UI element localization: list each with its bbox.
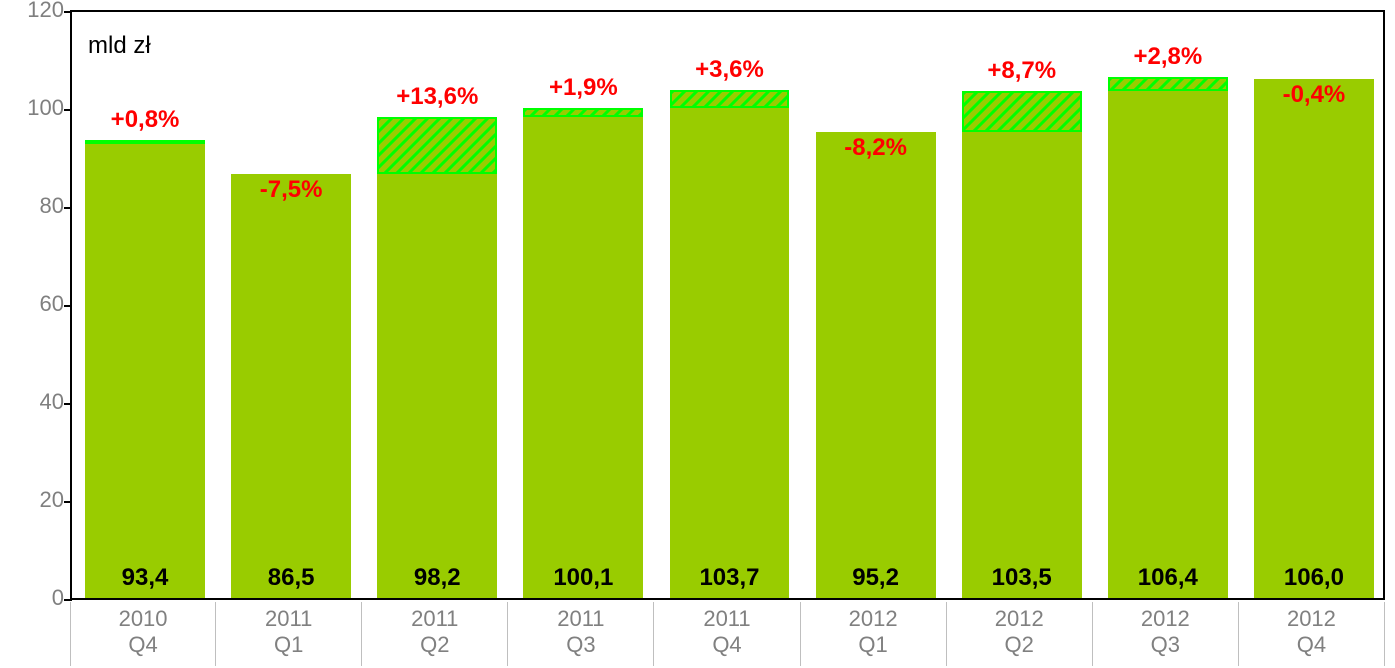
bar-value-label: 103,7 — [699, 564, 759, 592]
y-tick-mark — [64, 11, 72, 13]
y-tick-label: 120 — [27, 0, 64, 23]
y-tick-mark — [64, 403, 72, 405]
bar-base — [377, 174, 497, 598]
x-category-year: 2012 — [947, 606, 1092, 632]
bar-value-label: 93,4 — [122, 564, 169, 592]
x-category-label: 2011Q2 — [362, 602, 508, 666]
bar: 103,5 +8,7% — [962, 10, 1082, 598]
x-category-year: 2012 — [1093, 606, 1238, 632]
bar-base — [85, 144, 205, 598]
y-tick-label: 0 — [52, 585, 64, 611]
x-category-year: 2011 — [216, 606, 361, 632]
x-category-label: 2010Q4 — [70, 602, 216, 666]
x-axis: 2010Q42011Q12011Q22011Q32011Q42012Q12012… — [70, 600, 1385, 668]
bar-percent-label: -7,5% — [260, 176, 323, 204]
y-tick-label: 40 — [40, 389, 64, 415]
x-category-year: 2012 — [1239, 606, 1384, 632]
bar-overlay — [1108, 77, 1228, 91]
bar: 106,4 +2,8% — [1108, 10, 1228, 598]
bar: 103,7 +3,6% — [670, 10, 790, 598]
bar: 106,0 -0,4% — [1254, 10, 1374, 598]
bar-value-label: 98,2 — [414, 564, 461, 592]
bar: 100,1 +1,9% — [523, 10, 643, 598]
bar-base — [816, 132, 936, 598]
bar: 98,2 +13,6% — [377, 10, 497, 598]
bar-percent-label: +2,8% — [1133, 43, 1202, 71]
bar-value-label: 100,1 — [553, 564, 613, 592]
x-category-year: 2011 — [508, 606, 653, 632]
bar-base — [523, 117, 643, 598]
bar-percent-label: -8,2% — [844, 134, 907, 162]
y-tick-mark — [64, 109, 72, 111]
x-category-label: 2012Q1 — [801, 602, 947, 666]
x-category-quarter: Q4 — [71, 632, 215, 658]
bar-value-label: 106,4 — [1138, 564, 1198, 592]
bar-percent-label: -0,4% — [1283, 81, 1346, 109]
y-axis: 0 20 40 60 80 100 120 — [0, 0, 70, 668]
bar-value-label: 95,2 — [852, 564, 899, 592]
bar-overlay — [962, 91, 1082, 132]
plot-area: mld zł 93,4+0,8%86,5-7,5%98,2+13,6%100,1… — [70, 10, 1385, 598]
bar-value-label: 103,5 — [992, 564, 1052, 592]
x-category-quarter: Q2 — [362, 632, 507, 658]
bar: 86,5 -7,5% — [231, 10, 351, 598]
y-tick-label: 20 — [40, 487, 64, 513]
x-category-label: 2011Q4 — [654, 602, 800, 666]
y-tick-label: 100 — [27, 95, 64, 121]
bar-overlay — [523, 108, 643, 117]
bar: 95,2 -8,2% — [816, 10, 936, 598]
x-category-quarter: Q3 — [508, 632, 653, 658]
bar-percent-label: +0,8% — [111, 106, 180, 134]
x-category-label: 2012Q2 — [947, 602, 1093, 666]
x-category-quarter: Q1 — [801, 632, 946, 658]
x-category-year: 2010 — [71, 606, 215, 632]
bar-overlay — [85, 140, 205, 144]
y-tick-label: 60 — [40, 291, 64, 317]
bar-value-label: 86,5 — [268, 564, 315, 592]
bar-percent-label: +13,6% — [396, 83, 478, 111]
y-tick-mark — [64, 501, 72, 503]
bar-base — [1254, 79, 1374, 598]
x-category-year: 2011 — [654, 606, 799, 632]
bar-value-label: 106,0 — [1284, 564, 1344, 592]
x-category-label: 2012Q3 — [1093, 602, 1239, 666]
x-category-label: 2011Q1 — [216, 602, 362, 666]
x-category-quarter: Q1 — [216, 632, 361, 658]
quarterly-bar-chart: 020406080100120 mld zł 93,4+0,8%86,5-7,5… — [0, 0, 1395, 668]
bar-overlay — [670, 90, 790, 108]
x-category-year: 2011 — [362, 606, 507, 632]
x-category-label: 2012Q4 — [1239, 602, 1385, 666]
bar-base — [670, 108, 790, 598]
bar-base — [1108, 91, 1228, 598]
y-tick-label: 80 — [40, 193, 64, 219]
bars-layer: 93,4+0,8%86,5-7,5%98,2+13,6%100,1+1,9%10… — [72, 12, 1383, 598]
x-category-quarter: Q3 — [1093, 632, 1238, 658]
bar-percent-label: +1,9% — [549, 74, 618, 102]
x-category-quarter: Q4 — [1239, 632, 1384, 658]
bar: 93,4 +0,8% — [85, 10, 205, 598]
bar-overlay — [377, 117, 497, 174]
bar-base — [231, 174, 351, 598]
bar-percent-label: +3,6% — [695, 56, 764, 84]
y-tick-mark — [64, 305, 72, 307]
bar-base — [962, 132, 1082, 598]
x-category-year: 2012 — [801, 606, 946, 632]
bar-percent-label: +8,7% — [987, 57, 1056, 85]
y-tick-mark — [64, 207, 72, 209]
x-category-quarter: Q2 — [947, 632, 1092, 658]
x-category-label: 2011Q3 — [508, 602, 654, 666]
x-category-quarter: Q4 — [654, 632, 799, 658]
